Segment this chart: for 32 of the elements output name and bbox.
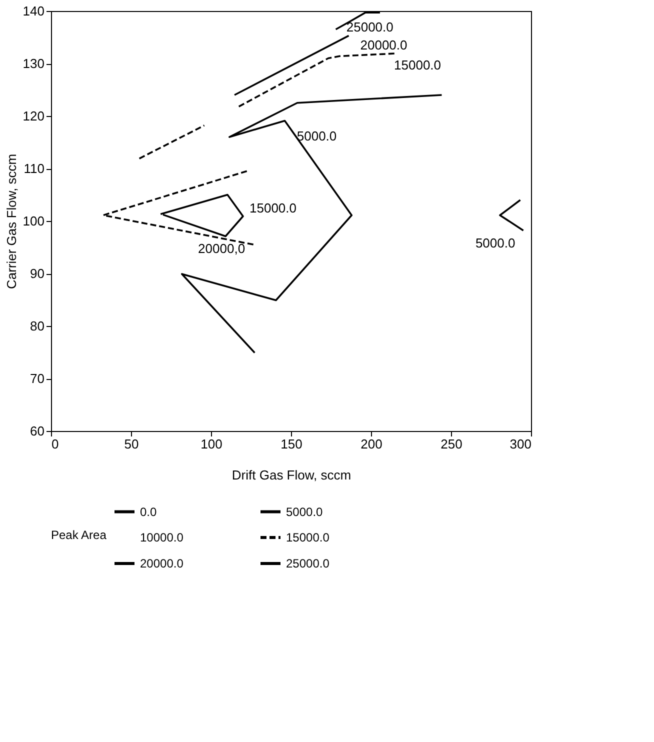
y-tick-label: 60 — [30, 424, 44, 438]
annotation: 25000.0 — [346, 20, 394, 34]
x-tick-label: 0 — [52, 436, 59, 452]
x-axis-title: Drift Gas Flow, sccm — [232, 468, 352, 482]
x-tick-label: 200 — [360, 436, 382, 452]
x-tick-label: 250 — [440, 436, 462, 452]
annotation: 15000.0 — [250, 200, 296, 216]
legend-label: 0.0 — [140, 504, 158, 519]
annotation: 20000.0 — [360, 38, 408, 53]
x-tick-label: 150 — [280, 436, 302, 452]
legend-title: Peak Area — [51, 528, 107, 542]
legend-label: 20000.0 — [140, 556, 184, 570]
x-tick-label: 50 — [124, 436, 139, 452]
y-tick-label: 90 — [30, 266, 44, 281]
annotation: 15000.0 — [394, 58, 442, 73]
x-tick-label: 100 — [200, 436, 222, 452]
y-tick-label: 130 — [22, 56, 44, 71]
legend-label: 15000.0 — [286, 530, 330, 544]
annotation: 20000,0 — [198, 241, 246, 256]
annotation: 5000.0 — [475, 235, 516, 250]
legend-label: 25000.0 — [286, 556, 330, 570]
y-axis-title: Carrier Gas Flow, sccm — [4, 154, 19, 290]
y-tick-label: 100 — [22, 214, 44, 228]
x-tick-label: 300 — [510, 436, 532, 452]
text: 10000.0 — [140, 530, 184, 544]
legend-label: 5000.0 — [286, 504, 324, 519]
y-tick-label: 120 — [22, 108, 44, 124]
y-tick-label: 110 — [24, 161, 44, 176]
y-tick-label: 80 — [30, 318, 44, 334]
annotation: 5000.0 — [296, 128, 337, 144]
y-tick-label: 70 — [30, 371, 44, 386]
y-tick-label: 140 — [22, 4, 44, 18]
